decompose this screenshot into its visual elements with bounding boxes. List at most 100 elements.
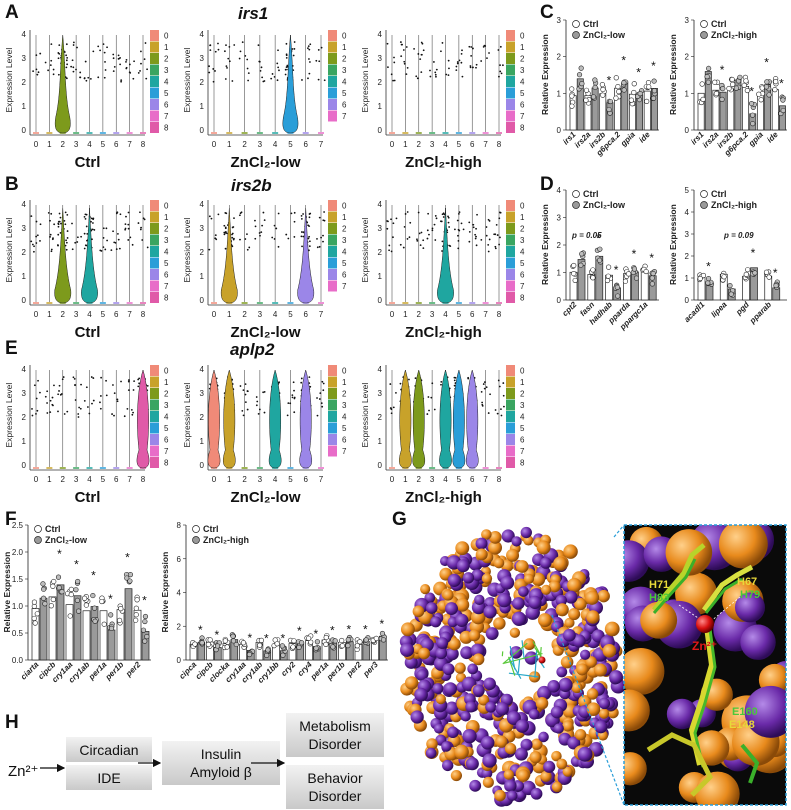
legend-label: 2 bbox=[342, 55, 347, 64]
cell-point bbox=[64, 211, 67, 214]
surface-atom bbox=[455, 598, 470, 612]
gene-title-irs2b: irs2b bbox=[231, 176, 272, 195]
legend-label: 1 bbox=[164, 378, 169, 387]
condition-label: ZnCl₂-high bbox=[405, 324, 482, 341]
point-treat bbox=[651, 78, 657, 84]
cell-point bbox=[90, 220, 92, 223]
cell-point bbox=[300, 377, 303, 380]
cell-point bbox=[49, 411, 52, 414]
legend-treat: ZnCl₂-low bbox=[45, 535, 88, 545]
y-tick: 0 bbox=[177, 656, 182, 665]
legend-label: 2 bbox=[164, 390, 169, 399]
cell-point bbox=[244, 238, 247, 240]
legend-swatch bbox=[506, 110, 515, 122]
cell-point bbox=[133, 380, 136, 383]
y-tick: 0 bbox=[22, 296, 27, 305]
surface-atom bbox=[446, 647, 459, 661]
y-tick: 1 bbox=[557, 269, 562, 278]
x-tick: 6 bbox=[470, 310, 475, 319]
surface-atom bbox=[493, 557, 505, 569]
point-ctrl bbox=[101, 621, 107, 627]
condition-label: ZnCl₂-low bbox=[231, 154, 301, 171]
ligand-bond bbox=[502, 642, 528, 665]
legend-swatch bbox=[150, 365, 159, 376]
point-treat bbox=[750, 121, 756, 127]
surface-atom bbox=[456, 559, 470, 573]
cell-point bbox=[228, 45, 231, 48]
legend-swatch bbox=[328, 365, 337, 376]
cell-point bbox=[225, 44, 227, 47]
cell-point bbox=[137, 385, 140, 388]
cell-point bbox=[300, 381, 303, 384]
cell-point bbox=[293, 220, 296, 223]
x-tick: 0 bbox=[390, 310, 395, 319]
cell-point bbox=[39, 223, 42, 226]
legend-swatch bbox=[150, 110, 159, 122]
cell-point bbox=[85, 225, 88, 228]
legend-ctrl-marker bbox=[700, 190, 708, 198]
cell-point bbox=[254, 237, 257, 240]
label-e148: E148 bbox=[729, 719, 755, 731]
point-treat bbox=[606, 106, 612, 113]
cell-point bbox=[441, 250, 443, 252]
cell-point bbox=[441, 42, 444, 44]
cell-point bbox=[102, 246, 105, 249]
cell-point bbox=[92, 218, 95, 221]
cell-point bbox=[71, 59, 74, 62]
cell-point bbox=[57, 393, 60, 396]
cell-point bbox=[92, 377, 95, 379]
surface-atom bbox=[418, 647, 430, 660]
cell-point bbox=[497, 49, 500, 51]
cell-point bbox=[66, 410, 69, 413]
x-tick: 6 bbox=[303, 310, 308, 319]
point-ctrl bbox=[773, 79, 779, 85]
legend-label: 7 bbox=[342, 112, 347, 121]
surface-atom bbox=[515, 560, 529, 573]
cell-point bbox=[46, 402, 48, 404]
significance-star: * bbox=[198, 623, 203, 637]
cell-point bbox=[302, 231, 305, 234]
significance-star: * bbox=[313, 627, 318, 641]
point-treat bbox=[108, 625, 115, 631]
x-tick: 3 bbox=[430, 475, 435, 484]
y-tick: 2 bbox=[378, 413, 383, 422]
cell-point bbox=[66, 237, 69, 239]
cell-point bbox=[435, 75, 437, 78]
cell-point bbox=[440, 50, 442, 53]
legend-swatch bbox=[150, 53, 159, 64]
surface-atom bbox=[420, 584, 431, 595]
violin-e-low: Expression Level 0 1 2 3 4 0 1 2 3 4 5 6 7 0 1 2 3 4 5 6 7 ZnC… bbox=[182, 365, 347, 506]
significance-star: * bbox=[749, 84, 754, 98]
cell-point bbox=[322, 240, 324, 243]
point-ctrl bbox=[207, 637, 213, 643]
cell-point bbox=[224, 78, 227, 80]
point-treat bbox=[246, 651, 253, 658]
cell-point bbox=[300, 214, 303, 217]
surface-atom bbox=[481, 573, 493, 584]
cell-point bbox=[387, 220, 389, 223]
legend-label: 4 bbox=[342, 248, 347, 257]
cell-point bbox=[91, 402, 93, 405]
y-axis-label: Relative Expression bbox=[540, 204, 550, 285]
y-tick: 1 bbox=[685, 274, 690, 283]
surface-atom bbox=[485, 627, 499, 640]
cell-point bbox=[323, 211, 325, 213]
legend-swatch bbox=[328, 223, 337, 234]
cell-point bbox=[318, 216, 321, 219]
point-ctrl bbox=[712, 79, 718, 85]
zinc-ion-small bbox=[538, 656, 546, 664]
cell-point bbox=[119, 213, 122, 216]
cell-point bbox=[209, 44, 211, 47]
cell-point bbox=[500, 72, 503, 75]
x-tick: 2 bbox=[417, 310, 422, 319]
legend-label: 2 bbox=[342, 390, 347, 399]
significance-star: * bbox=[779, 76, 784, 90]
point-treat bbox=[590, 94, 597, 100]
x-tick: 7 bbox=[483, 310, 488, 319]
legend-label: 1 bbox=[342, 378, 347, 387]
cell-point bbox=[231, 245, 234, 248]
significance-star: * bbox=[363, 622, 368, 636]
cell-point bbox=[145, 77, 148, 80]
legend-swatch bbox=[328, 76, 337, 87]
